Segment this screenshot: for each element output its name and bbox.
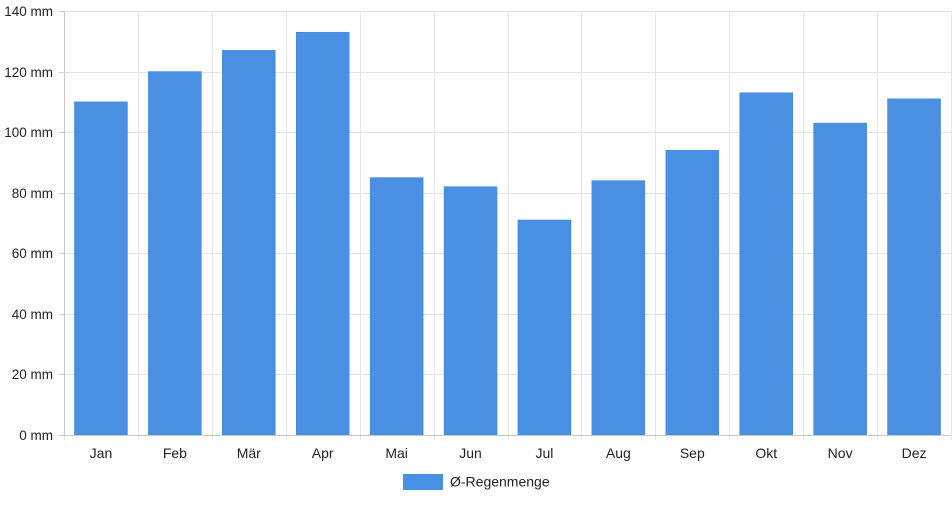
x-tick-label: Jul [536,445,554,461]
y-tick-label: 0 mm [19,428,53,443]
x-tick-label: Sep [680,445,705,461]
y-tick-label: 100 mm [4,125,53,140]
y-tick-label: 140 mm [4,4,53,19]
bar-feb[interactable] [148,71,202,436]
y-tick-label: 80 mm [12,186,53,201]
x-tick-label: Feb [163,445,187,461]
bar-mai[interactable] [369,177,424,436]
bar-sep[interactable] [665,150,720,436]
bar-dez[interactable] [887,98,941,436]
legend-label[interactable]: Ø-Regenmenge [450,474,550,490]
x-tick-label: Mär [237,445,261,461]
bar-series [74,31,941,436]
y-tick-label: 60 mm [12,246,53,261]
x-tick-label: Apr [312,445,334,461]
x-axis-tick-labels: Jan Feb Mär Apr Mai Jun Jul Aug Sep Okt Nov Dez [90,445,927,461]
bar-jan[interactable] [74,101,128,436]
x-tick-label: Mai [385,445,408,461]
x-tick-label: Okt [755,445,777,461]
bar-aug[interactable] [591,180,646,436]
grid-lines [64,11,952,440]
bar-nov[interactable] [813,122,867,436]
bar-jun[interactable] [443,186,498,436]
x-tick-label: Nov [828,445,853,461]
y-tick-label: 40 mm [12,307,53,322]
bar-mär[interactable] [222,50,276,436]
x-tick-label: Dez [902,445,927,461]
x-tick-label: Aug [606,445,631,461]
bar-okt[interactable] [739,92,793,436]
y-axis-tick-labels: 0 mm 20 mm 40 mm 60 mm 80 mm 100 mm 120 mm 140 … [4,4,53,443]
y-tick-label: 120 mm [4,65,53,80]
axes [59,11,951,436]
bar-apr[interactable] [295,31,350,436]
x-tick-label: Jan [90,445,113,461]
legend-swatch[interactable] [403,474,443,490]
legend[interactable]: Ø-Regenmenge [403,474,550,491]
x-tick-label: Jun [459,445,482,461]
y-tick-label: 20 mm [12,367,53,382]
bar-jul[interactable] [517,219,572,436]
